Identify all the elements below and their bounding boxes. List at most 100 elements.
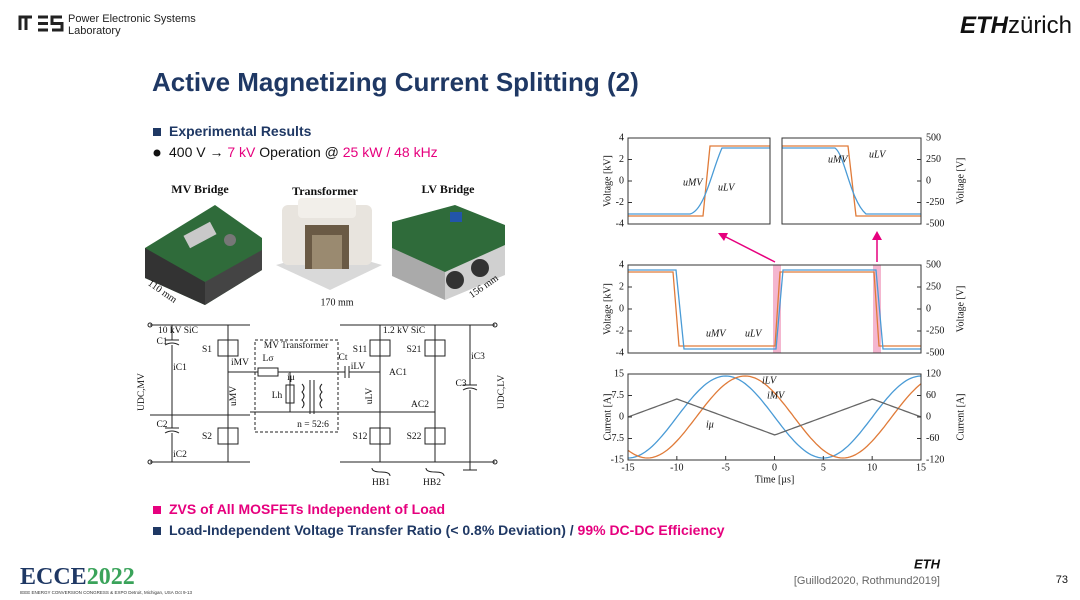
wave-imu: [627, 398, 922, 436]
wave-imv: [627, 375, 922, 459]
circuit-label: S11: [353, 345, 368, 355]
result-part: Load-Independent Voltage Transfer Ratio …: [169, 522, 578, 538]
wave-ulv: [628, 269, 921, 350]
circuit-label: S22: [407, 432, 422, 442]
ecce-logo-sub: IEEE ENERGY CONVERSION CONGRESS & EXPO D…: [20, 590, 192, 595]
y2-tick-label: -500: [926, 347, 944, 358]
circuit-label: iC2: [173, 450, 187, 460]
y2-tick-label: 0: [926, 175, 931, 186]
circuit-label: uLV: [365, 388, 375, 405]
y-axis-label: Current [A]: [602, 394, 613, 441]
ecce-logo: ECCE2022: [20, 564, 135, 590]
y2-tick-label: 120: [926, 368, 941, 379]
wave-umv: [628, 145, 770, 217]
plot-annotation: uMV: [828, 154, 849, 165]
wave-ulv: [628, 147, 770, 215]
result-part: ZVS of All MOSFETs Independent of Load: [169, 501, 445, 517]
y-axis-label: Voltage [kV]: [602, 283, 613, 335]
y-tick-label: -7.5: [608, 433, 624, 444]
slide-title: Active Magnetizing Current Splitting (2): [152, 67, 639, 97]
circuit-label: S12: [353, 432, 368, 442]
photo-caption: MV Bridge: [171, 182, 229, 196]
circuit-label: Lh: [272, 391, 283, 401]
x-tick-label: 0: [772, 462, 777, 473]
photo-mv-bridge: [145, 205, 262, 305]
y-tick-label: -4: [616, 347, 624, 358]
photo-caption: LV Bridge: [421, 182, 475, 196]
bullet-text: Experimental Results: [169, 123, 312, 139]
circuit-label: S21: [407, 345, 422, 355]
eth-small-logo: ETH: [914, 556, 941, 571]
result-text: ZVS of All MOSFETs Independent of Load: [169, 501, 445, 517]
circuit-label: C3: [455, 379, 466, 389]
y2-tick-label: 250: [926, 154, 941, 165]
circuit-label: iMV: [231, 358, 249, 368]
plot-annotation: uLV: [869, 149, 887, 160]
y-tick-label: 7.5: [612, 390, 625, 401]
bullet-square: [153, 506, 161, 514]
x-tick-label: 10: [867, 462, 877, 473]
x-tick-label: 15: [916, 462, 926, 473]
bullet-square: [153, 527, 161, 535]
circuit-label: Ct: [339, 353, 348, 363]
circuit-label: S1: [202, 345, 212, 355]
plot-annotation: uLV: [745, 328, 763, 339]
circuit-label: uMV: [229, 386, 239, 406]
y-tick-label: 4: [619, 132, 624, 143]
y-tick-label: -2: [616, 325, 624, 336]
bullet-text: 400 V → 7 kV Operation @ 25 kW / 48 kHz: [169, 144, 438, 160]
circuit-label: AC1: [389, 368, 407, 378]
plot-annotation: uMV: [706, 328, 727, 339]
y2-tick-label: 0: [926, 411, 931, 422]
lab-name: Power Electronic Systems: [68, 13, 196, 25]
y-tick-label: 0: [619, 303, 624, 314]
circuit-label: HB1: [372, 478, 390, 488]
circuit-label: Lσ: [263, 354, 274, 364]
y-tick-label: 2: [619, 281, 624, 292]
y2-tick-label: -250: [926, 197, 944, 208]
y-tick-label: 0: [619, 175, 624, 186]
x-axis-label: Time [µs]: [755, 474, 795, 485]
bullet-part: Experimental Results: [169, 123, 312, 139]
circuit-label: 10 kV SiC: [158, 326, 198, 336]
photo-transformer: [276, 198, 382, 290]
result-text: Load-Independent Voltage Transfer Ratio …: [169, 522, 725, 538]
pes-logo: [18, 15, 64, 32]
circuit-label: HB2: [423, 478, 441, 488]
bullet-square: [153, 128, 161, 136]
photo-dimension: 170 mm: [320, 297, 353, 308]
waveforms: [627, 145, 922, 459]
y2-tick-label: 60: [926, 390, 936, 401]
zoom-arrows: [718, 231, 882, 263]
ecce-logo-text: ECCE: [20, 564, 87, 590]
plot-annotation: uMV: [683, 177, 704, 188]
bullet-part: 25 kW / 48 kHz: [343, 144, 438, 160]
plot-annotation: iMV: [767, 390, 786, 401]
photo-caption: Transformer: [292, 184, 358, 198]
x-tick-label: -5: [721, 462, 729, 473]
y2-tick-label: 0: [926, 303, 931, 314]
circuit-label: iC3: [471, 352, 485, 362]
circuit-label: 1.2 kV SiC: [383, 326, 425, 336]
page-number: 73: [1056, 574, 1068, 586]
circuit-label: n = 52:6: [297, 420, 329, 430]
y-tick-label: -4: [616, 218, 624, 229]
x-tick-label: 5: [821, 462, 826, 473]
bullet-dot: [153, 149, 161, 157]
circuit-label: MV Transformer: [264, 340, 329, 351]
circuit-label: C2: [156, 420, 167, 430]
wave-ilv: [627, 375, 922, 459]
bullet-part: 400 V →: [169, 144, 227, 160]
y-tick-label: 0: [619, 411, 624, 422]
wave-umv: [628, 271, 921, 347]
lab-name: Laboratory: [68, 25, 121, 37]
x-tick-label: -15: [621, 462, 634, 473]
y-axis-label: Voltage [kV]: [602, 155, 613, 207]
plot-annotation: iμ: [706, 419, 714, 430]
x-tick-label: -10: [670, 462, 683, 473]
y-tick-label: -2: [616, 197, 624, 208]
circuit-label: UDC,LV: [497, 375, 507, 409]
circuit-label: UDC,MV: [137, 373, 147, 411]
y2-tick-label: 250: [926, 281, 941, 292]
